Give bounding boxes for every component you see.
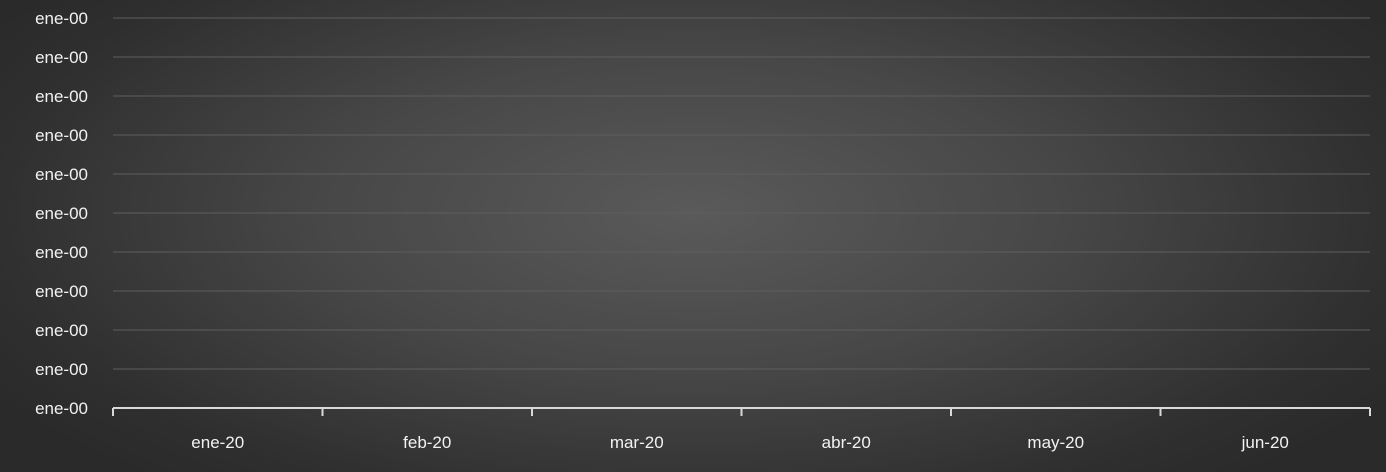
y-tick-label: ene-00 xyxy=(35,399,88,418)
y-axis-ticks: ene-00 ene-00 ene-00 ene-00 ene-00 ene-00 ene-… xyxy=(35,9,88,418)
x-axis-ticks: ene-20 feb-20 mar-20 abr-20 may-20 jun-20 xyxy=(191,433,1289,452)
x-tick-label: feb-20 xyxy=(403,433,451,452)
x-tick-label: may-20 xyxy=(1027,433,1084,452)
y-tick-label: ene-00 xyxy=(35,9,88,28)
y-tick-label: ene-00 xyxy=(35,204,88,223)
y-tick-label: ene-00 xyxy=(35,165,88,184)
x-tick-label: abr-20 xyxy=(822,433,871,452)
y-tick-label: ene-00 xyxy=(35,282,88,301)
x-tick-label: mar-20 xyxy=(610,433,664,452)
y-tick-label: ene-00 xyxy=(35,126,88,145)
y-tick-label: ene-00 xyxy=(35,48,88,67)
y-tick-label: ene-00 xyxy=(35,87,88,106)
y-tick-label: ene-00 xyxy=(35,321,88,340)
y-tick-label: ene-00 xyxy=(35,243,88,262)
y-tick-label: ene-00 xyxy=(35,360,88,379)
x-tick-label: ene-20 xyxy=(191,433,244,452)
x-tick-label: jun-20 xyxy=(1241,433,1289,452)
x-axis xyxy=(112,407,1371,416)
gridlines xyxy=(113,17,1370,370)
